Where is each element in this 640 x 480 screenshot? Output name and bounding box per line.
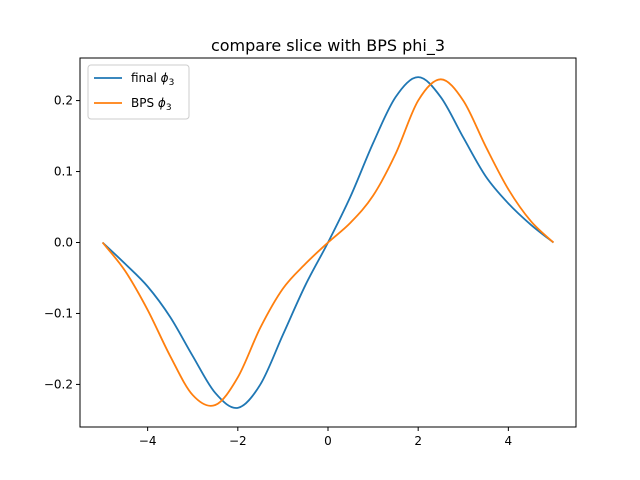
x-tick-label: 4 [505, 434, 513, 448]
x-tick-label: −2 [229, 434, 247, 448]
y-tick-label: 0.2 [54, 94, 73, 108]
legend-label-symbol: ϕ [161, 71, 169, 85]
series-layer [101, 76, 555, 409]
y-tick-label: 0.1 [54, 165, 73, 179]
y-tick-label: 0.0 [54, 236, 73, 250]
legend-item: BPS ϕ3 [94, 96, 172, 113]
legend-label-subscript: 3 [166, 103, 172, 113]
legend-item: final ϕ3 [94, 71, 174, 88]
legend-label-main: final [131, 71, 161, 85]
y-tick-label: −0.1 [44, 306, 73, 320]
series-line-bps-phi3 [101, 78, 555, 407]
x-tick-label: 2 [414, 434, 422, 448]
legend-label-main: BPS [131, 96, 158, 110]
legend-label: BPS ϕ3 [131, 96, 172, 113]
x-tick-label: −4 [139, 434, 157, 448]
x-axis: −4 −2 0 2 4 [139, 427, 512, 448]
legend-label-subscript: 3 [169, 78, 175, 88]
legend-label: final ϕ3 [131, 71, 174, 88]
x-tick-label: 0 [324, 434, 332, 448]
legend-label-symbol: ϕ [158, 96, 166, 110]
y-tick-label: −0.2 [44, 377, 73, 391]
y-axis: −0.2 −0.1 0.0 0.1 0.2 [44, 94, 80, 391]
chart-title: compare slice with BPS phi_3 [211, 36, 445, 56]
